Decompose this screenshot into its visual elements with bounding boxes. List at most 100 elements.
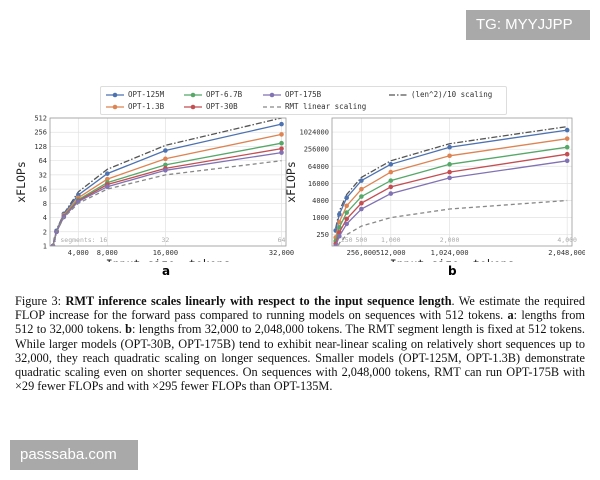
caption-a-label: a (507, 308, 514, 323)
data-point (105, 171, 110, 176)
data-point (388, 169, 394, 175)
legend-swatch-icon (184, 104, 202, 109)
data-point (447, 153, 452, 159)
data-point (359, 200, 364, 206)
legend-swatch-icon (106, 92, 124, 97)
segment-label: 64 (278, 236, 286, 244)
segment-label: 32 (161, 236, 169, 244)
data-point (163, 156, 168, 162)
plot-area (50, 118, 286, 246)
legend-swatch-icon (106, 104, 124, 109)
segment-label: 1,000 (381, 236, 401, 244)
data-point (344, 195, 349, 201)
y-tick-label: 4000 (312, 197, 329, 205)
x-axis-label: Input size, tokens (106, 257, 231, 262)
data-point (279, 146, 284, 151)
legend-swatch-icon (263, 105, 281, 108)
y-tick-label: 2 (43, 228, 47, 236)
data-point (344, 221, 349, 227)
x-tick-label: 1,024,000 (431, 249, 469, 257)
legend-swatch-icon (263, 92, 281, 97)
y-tick-label: 64000 (308, 163, 329, 171)
x-tick-label: 8,000 (97, 249, 118, 257)
caption-text: : lengths from 512 to 32,000 tokens. (15, 308, 585, 337)
data-point (344, 203, 349, 209)
x-tick-label: 256,000 (347, 249, 377, 257)
plot-border (49, 117, 287, 247)
series-group (333, 125, 570, 246)
y-tick-label: 250 (316, 231, 329, 239)
panel-label-b: b (448, 264, 457, 278)
chart-b: 250 1000 4000 16000 64000 256000 1024000 256,00… (285, 117, 585, 262)
data-point (337, 212, 342, 217)
legend-label: RMT linear scaling (285, 102, 367, 111)
legend-marker (269, 92, 275, 97)
caption-title: RMT inference scales linearly with respe… (65, 294, 452, 308)
caption-text: : lengths from 32,000 to 2,048,000 token… (15, 322, 585, 394)
data-point (333, 243, 338, 246)
caption-text: . We estimate the required FLOP increase… (15, 294, 585, 323)
legend-marker (112, 104, 118, 109)
segment-label: 500 (356, 236, 368, 244)
y-tick-label: 128 (34, 143, 47, 151)
y-tick-label: 4 (43, 214, 47, 222)
data-point (344, 210, 349, 215)
segment-label: 250 (341, 236, 353, 244)
data-point (279, 140, 284, 146)
caption-prefix: Figure 3: (15, 294, 66, 308)
plot-border (331, 117, 573, 247)
x-tick-label: 4,000 (68, 249, 89, 257)
y-tick-label: 1 (43, 243, 47, 251)
data-point (564, 127, 570, 133)
data-point (447, 175, 452, 181)
legend-label: OPT-30B (206, 102, 238, 111)
x-axis-label: Input size, tokens (390, 257, 515, 262)
y-tick-label: 32 (39, 171, 47, 179)
watermark-top: TG: MYYJJPP (466, 10, 590, 40)
data-point (337, 233, 342, 239)
series-line--len-2-10-scaling (335, 125, 568, 229)
legend-swatch-icon (184, 92, 202, 97)
legend-item: OPT-125M (106, 90, 164, 99)
y-tick-label: 1024000 (299, 129, 329, 137)
data-point (105, 184, 110, 189)
chart-a: 1 2 4 8 16 32 64 128 256 512 4,000 8,000 16,000 32,00… (14, 115, 294, 263)
data-point (359, 178, 364, 183)
data-point (564, 151, 570, 157)
data-point (337, 219, 342, 225)
legend-label: OPT-1.3B (128, 102, 165, 111)
y-tick-label: 256000 (304, 146, 329, 154)
series-line-rmt-linear-scaling (52, 160, 282, 246)
watermark-bottom: passsaba.com (10, 440, 138, 470)
y-tick-label: 64 (39, 157, 47, 165)
chart-legend: OPT-125M OPT-1.3B OPT-6.7B OPT-30B OPT-175B (… (100, 86, 507, 115)
y-tick-label: 512 (34, 115, 47, 123)
legend-marker (190, 92, 196, 97)
data-point (337, 225, 342, 230)
data-point (564, 144, 570, 150)
legend-item: OPT-175B (263, 90, 321, 99)
legend-swatch-icon (389, 93, 407, 96)
y-tick-label: 8 (43, 200, 47, 208)
legend-item: RMT linear scaling (263, 102, 366, 111)
data-point (447, 169, 452, 175)
data-point (105, 176, 110, 182)
legend-item: (len^2)/10 scaling (389, 90, 492, 99)
data-point (388, 162, 394, 167)
data-point (279, 121, 284, 127)
data-point (359, 206, 364, 212)
y-axis-label: xFLOPs (14, 161, 28, 203)
data-point (388, 178, 394, 183)
data-point (447, 144, 452, 150)
data-point (447, 162, 452, 167)
legend-label: OPT-125M (128, 90, 165, 99)
data-point (344, 216, 349, 222)
legend-label: OPT-6.7B (206, 90, 243, 99)
legend-item: OPT-30B (184, 102, 238, 111)
x-tick-label: 2,048,000 (548, 249, 585, 257)
legend-item: OPT-6.7B (184, 90, 242, 99)
data-point (564, 136, 570, 141)
segment-label: 4,000 (557, 236, 577, 244)
y-tick-label: 16 (39, 186, 47, 194)
x-tick-label: 32,000 (269, 249, 294, 257)
